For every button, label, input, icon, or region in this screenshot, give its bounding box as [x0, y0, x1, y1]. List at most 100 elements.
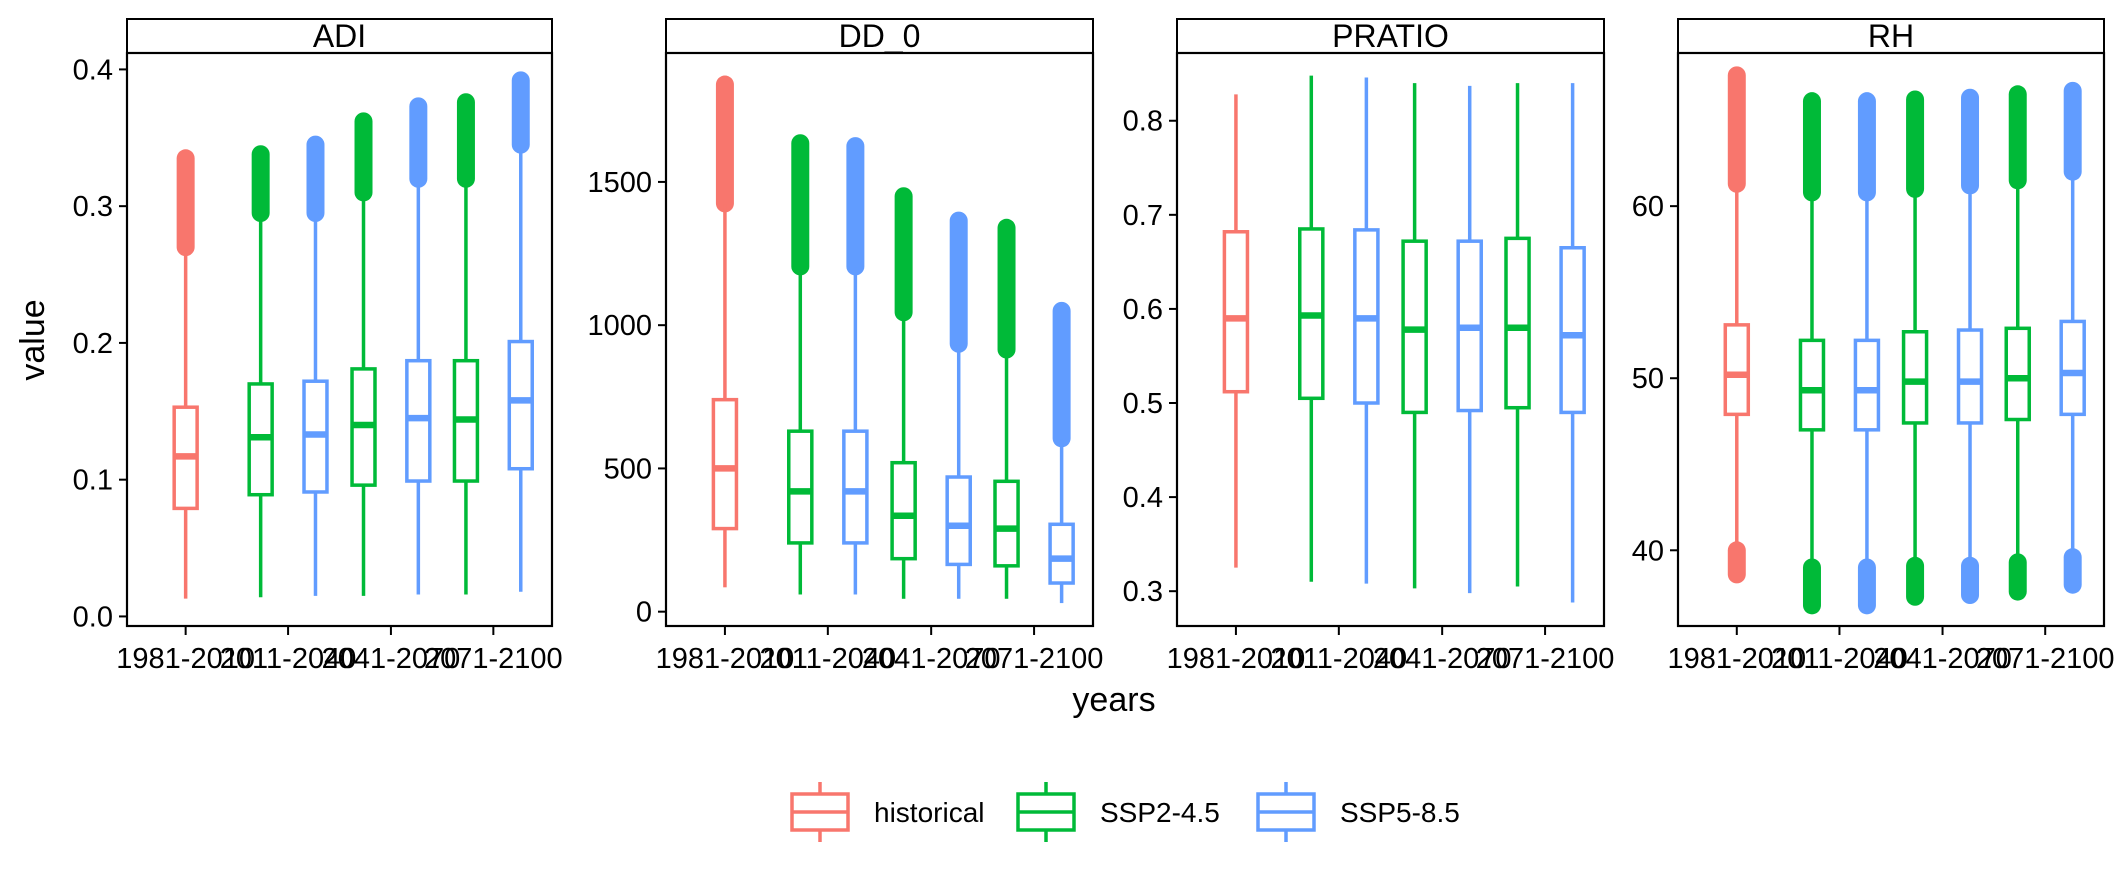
outlier-band-high: [354, 112, 373, 202]
box-ssp5-8-5-2041-2070: [1456, 85, 1483, 594]
facet-strip-label: DD_0: [839, 18, 921, 54]
outlier-band-high: [846, 137, 865, 276]
y-tick-label: 0.6: [1123, 294, 1163, 326]
box-iqr: [1723, 323, 1751, 417]
legend-item-ssp5-8-5: SSP5-8.5: [1256, 782, 1460, 842]
outlier-band-high: [715, 75, 734, 213]
outlier-band-high: [176, 149, 195, 257]
y-tick-label: 50: [1632, 363, 1664, 395]
box-ssp5-8-5-2011-2040: [842, 137, 869, 595]
box-ssp5-8-5-2041-2070: [405, 97, 432, 595]
x-tick-label: 2041-2070: [862, 643, 1001, 675]
outlier-band-high: [456, 93, 475, 188]
y-axis-title: value: [14, 299, 52, 380]
box-iqr: [1504, 236, 1531, 410]
outlier-band-low: [1906, 556, 1925, 606]
legend: historical SSP2-4.5 SSP5-8.5: [790, 782, 1460, 842]
legend-label: SSP2-4.5: [1100, 797, 1220, 828]
legend-label: historical: [874, 797, 984, 828]
box-iqr: [2059, 319, 2086, 417]
box-iqr: [787, 429, 814, 545]
panel-border: [664, 51, 1095, 628]
facet-strip: [665, 18, 1094, 54]
outlier-band-low: [1961, 556, 1980, 605]
box-iqr: [1853, 338, 1881, 432]
panel-border: [125, 51, 554, 628]
y-tick-label: 40: [1632, 535, 1664, 567]
outlier-band-high: [1802, 92, 1821, 202]
box-iqr: [1956, 328, 1984, 425]
y-tick-label: 0.0: [73, 601, 113, 633]
y-tick-label: 0.8: [1123, 106, 1163, 138]
x-tick-label: 1981-2010: [116, 643, 255, 675]
box-ssp2-4-5-2011-2040: [1298, 75, 1325, 582]
box-iqr: [890, 460, 917, 561]
y-tick-label: 0.4: [1123, 482, 1163, 514]
y-tick-label: 0: [636, 597, 652, 629]
facet-strip-label: RH: [1868, 18, 1914, 54]
box-iqr: [1222, 230, 1250, 394]
box-ssp2-4-5-2011-2040: [1798, 92, 1826, 615]
y-tick-label: 60: [1632, 191, 1664, 223]
facet-strip: [126, 18, 553, 54]
box-ssp5-8-5-2011-2040: [302, 135, 329, 596]
outlier-band-high: [511, 71, 530, 154]
box-historical-1981-2010: [711, 75, 739, 588]
x-tick-label: 1981-2010: [656, 643, 795, 675]
x-tick-label: 2011-2040: [760, 643, 897, 675]
x-tick-label: 2041-2070: [1373, 643, 1512, 675]
facet-strip: [1176, 18, 1605, 54]
y-tick-label: 1500: [587, 167, 652, 199]
y-tick-label: 500: [604, 453, 652, 485]
y-tick-label: 0.5: [1123, 388, 1163, 420]
facet-panel-dd-0: DD_0 0 500 1000 1500 1981-20102011-20402041-2…: [587, 18, 1103, 675]
x-tick-label: 2071-2100: [1976, 643, 2115, 675]
panels-layer: ADI0.00.10.20.30.41981-20102011-20402041…: [73, 18, 2115, 675]
x-tick-label: 2071-2100: [965, 643, 1104, 675]
box-iqr: [993, 479, 1020, 568]
outlier-band-high: [1727, 66, 1746, 193]
box-iqr: [1048, 522, 1075, 585]
facet-strip: [1677, 18, 2105, 54]
outlier-band-low: [2008, 553, 2027, 601]
box-ssp5-8-5-2011-2040: [1353, 77, 1380, 584]
box-ssp5-8-5-2041-2070: [1956, 88, 1984, 605]
box-ssp2-4-5-2041-2070: [1401, 83, 1428, 589]
box-ssp2-4-5-2041-2070: [890, 187, 917, 599]
box-ssp2-4-5-2071-2100: [993, 218, 1020, 599]
legend-item-historical: historical: [790, 782, 984, 842]
x-tick-label: 2041-2070: [322, 643, 461, 675]
y-tick-label: 1000: [587, 310, 652, 342]
box-ssp5-8-5-2071-2100: [1559, 83, 1586, 603]
x-tick-label: 2071-2100: [424, 643, 563, 675]
box-ssp2-4-5-2011-2040: [787, 134, 814, 595]
x-tick-label: 1981-2010: [1667, 643, 1806, 675]
box-historical-1981-2010: [172, 149, 199, 599]
box-historical-1981-2010: [1723, 66, 1751, 584]
box-ssp2-4-5-2041-2070: [1901, 90, 1929, 606]
x-axis-title: years: [1072, 681, 1155, 719]
box-ssp5-8-5-2071-2100: [1048, 301, 1075, 604]
outlier-band-high: [997, 218, 1016, 359]
x-tick-label: 2011-2040: [1271, 643, 1408, 675]
box-ssp5-8-5-2071-2100: [2059, 81, 2086, 594]
x-tick-label: 2011-2040: [220, 643, 357, 675]
box-iqr: [1901, 330, 1929, 425]
outlier-band-high: [1857, 92, 1876, 202]
outlier-band-high: [2063, 81, 2082, 181]
box-ssp2-4-5-2071-2100: [452, 93, 480, 595]
box-iqr: [2004, 326, 2031, 422]
y-tick-label: 0.3: [1123, 576, 1163, 608]
y-tick-label: 0.2: [73, 328, 113, 360]
outlier-band-high: [1961, 88, 1980, 195]
facet-panel-pratio: PRATIO 0.3 0.4 0.5 0.6 0.7 0.8 1981-20102011-20…: [1123, 18, 1614, 675]
box-historical-1981-2010: [1222, 94, 1250, 568]
outlier-band-low: [1802, 558, 1821, 615]
legend-item-ssp2-4-5: SSP2-4.5: [1016, 782, 1220, 842]
outlier-band-high: [251, 145, 270, 223]
outlier-band-high: [409, 97, 428, 188]
outlier-band-high: [894, 187, 913, 322]
outlier-band-high: [306, 135, 325, 223]
